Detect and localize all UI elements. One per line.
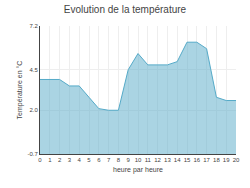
svg-text:4.5: 4.5 — [29, 67, 38, 73]
svg-text:9: 9 — [127, 157, 131, 163]
svg-text:7.2: 7.2 — [29, 23, 38, 29]
svg-text:15: 15 — [184, 157, 191, 163]
svg-text:6: 6 — [97, 157, 101, 163]
svg-text:10: 10 — [135, 157, 142, 163]
svg-text:0: 0 — [38, 157, 42, 163]
svg-text:heure par heure: heure par heure — [113, 166, 163, 174]
svg-text:Evolution de la température: Evolution de la température — [64, 4, 187, 15]
svg-text:1: 1 — [48, 157, 52, 163]
svg-text:14: 14 — [174, 157, 181, 163]
svg-text:19: 19 — [223, 157, 230, 163]
svg-text:17: 17 — [203, 157, 210, 163]
svg-text:4: 4 — [78, 157, 82, 163]
svg-text:8: 8 — [117, 157, 121, 163]
svg-text:18: 18 — [213, 157, 220, 163]
svg-text:16: 16 — [193, 157, 200, 163]
svg-text:Température en °C: Température en °C — [16, 61, 24, 120]
svg-text:2.0: 2.0 — [29, 107, 38, 113]
svg-text:2: 2 — [58, 157, 62, 163]
svg-text:11: 11 — [145, 157, 152, 163]
svg-text:7: 7 — [107, 157, 111, 163]
svg-text:12: 12 — [154, 157, 161, 163]
svg-text:5: 5 — [87, 157, 91, 163]
svg-text:-0.7: -0.7 — [27, 151, 38, 157]
svg-text:13: 13 — [164, 157, 171, 163]
svg-text:20: 20 — [233, 157, 240, 163]
svg-text:3: 3 — [68, 157, 72, 163]
